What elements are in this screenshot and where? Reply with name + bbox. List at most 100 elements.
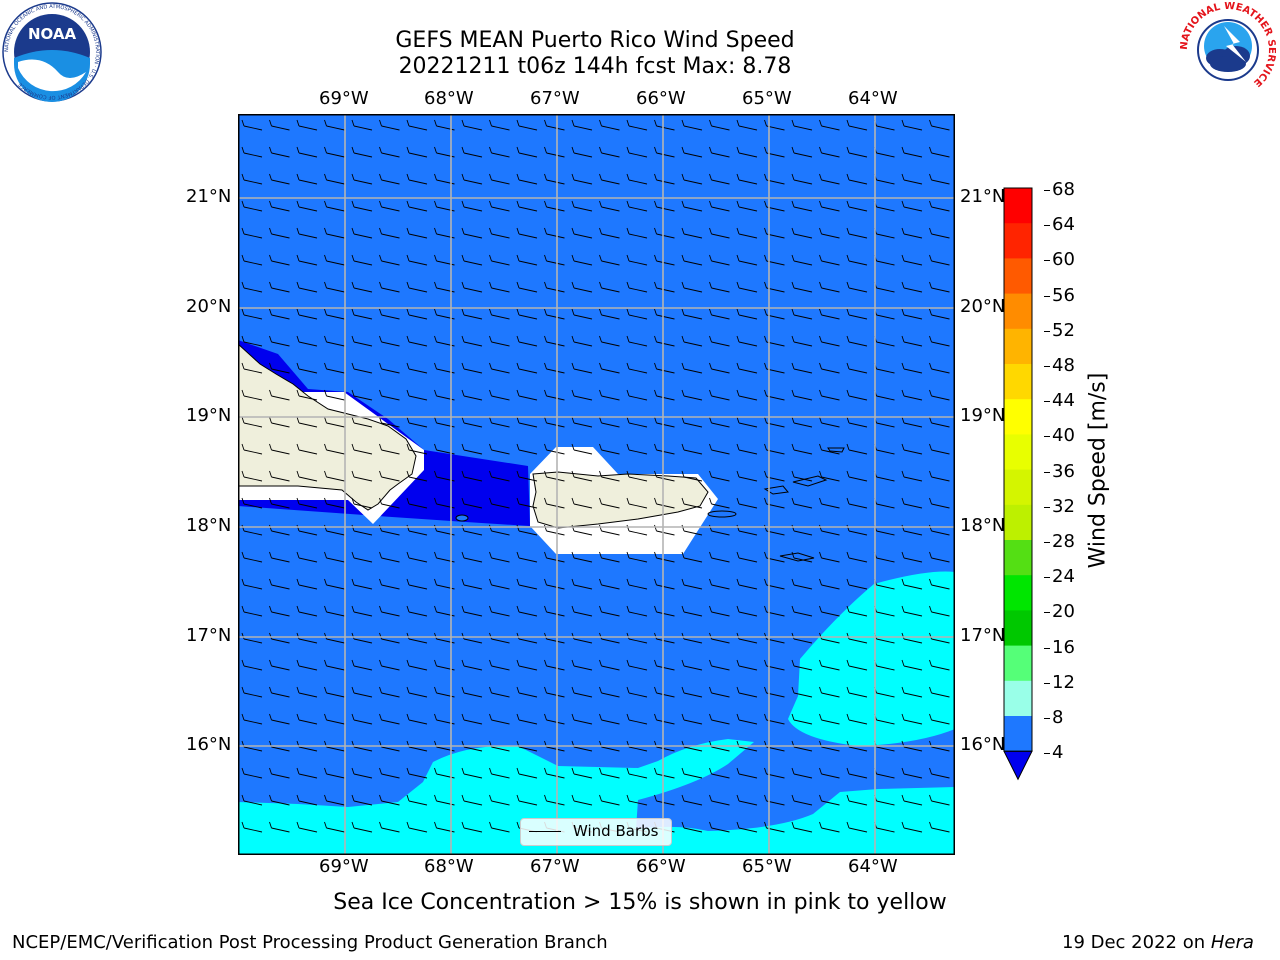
wind-barb — [269, 443, 290, 455]
wind-barb — [544, 146, 565, 158]
wind-barb — [269, 254, 290, 266]
wind-barb — [654, 227, 675, 239]
wind-barb — [324, 632, 345, 644]
wind-barb — [489, 713, 510, 725]
wind-barb — [599, 551, 620, 563]
wind-barb — [241, 227, 263, 239]
wind-barb — [489, 254, 510, 266]
wind-barb — [736, 119, 758, 131]
wind-barb — [406, 443, 428, 455]
wind-barb — [709, 281, 730, 293]
wind-barb — [351, 794, 373, 806]
wind-barb — [736, 389, 758, 401]
colorbar-tick-mark — [1044, 225, 1050, 227]
wind-barb — [516, 173, 538, 185]
wind-barb — [791, 200, 813, 212]
wind-barb — [791, 794, 813, 806]
wind-barb — [736, 524, 758, 536]
wind-barb — [929, 362, 950, 374]
wind-barb — [846, 713, 868, 725]
wind-barb — [571, 254, 593, 266]
colorbar-tick-label: 20 — [1044, 602, 1075, 622]
wind-barb — [241, 767, 263, 779]
lat-label-right-21n: 21°N — [960, 186, 1006, 207]
wind-barb — [379, 173, 400, 185]
wind-barb — [709, 524, 730, 536]
wind-barb — [901, 281, 923, 293]
wind-barb — [736, 362, 758, 374]
wind-barb — [709, 794, 730, 806]
wind-barb — [379, 632, 400, 644]
colorbar-tick-label: 52 — [1044, 320, 1075, 341]
wind-barb — [351, 578, 373, 590]
colorbar-label: Wind Speed [m/s] — [1085, 372, 1111, 569]
wind-barb — [351, 281, 373, 293]
wind-barb — [461, 605, 483, 617]
wind-barb — [241, 821, 263, 833]
wind-barb — [626, 605, 648, 617]
wind-barb — [929, 254, 950, 266]
wind-barb — [599, 173, 620, 185]
wind-barb — [791, 497, 813, 509]
wind-barb — [901, 443, 923, 455]
wind-barb — [516, 200, 538, 212]
wind-barb — [544, 470, 565, 482]
wind-barb — [846, 200, 868, 212]
wind-barb — [406, 497, 428, 509]
wind-barb — [516, 686, 538, 698]
colorbar-tick-mark — [1044, 753, 1050, 755]
wind-barb — [626, 362, 648, 374]
wind-barb — [571, 335, 593, 347]
colorbar-segment — [1004, 680, 1032, 717]
wind-barb — [819, 200, 840, 212]
wind-barb — [846, 794, 868, 806]
wind-barb — [681, 659, 703, 671]
hispaniola-land — [238, 343, 417, 511]
wind-barb — [709, 605, 730, 617]
wind-barb — [379, 497, 400, 509]
wind-barb — [846, 524, 868, 536]
wind-barb — [406, 713, 428, 725]
lon-label-bottom-68w: 68°W — [424, 856, 474, 877]
wind-barb — [819, 308, 840, 320]
colorbar-tick-mark — [1044, 647, 1050, 649]
wind-barb — [901, 470, 923, 482]
wind-barb — [819, 146, 840, 158]
wind-barb — [681, 686, 703, 698]
wind-barb — [846, 281, 868, 293]
wind-barb — [406, 335, 428, 347]
wind-barb — [489, 686, 510, 698]
wind-barb — [241, 389, 263, 401]
wind-barb — [324, 200, 345, 212]
wind-barb — [241, 308, 263, 320]
wind-barb — [654, 551, 675, 563]
wind-barb — [901, 497, 923, 509]
wind-barb — [819, 686, 840, 698]
wind-barb — [269, 821, 290, 833]
wind-barb — [544, 686, 565, 698]
lon-label-bottom-69w: 69°W — [319, 856, 369, 877]
wind-barb — [791, 659, 813, 671]
lon-label-bottom-67w: 67°W — [530, 856, 580, 877]
wind-barb — [626, 524, 648, 536]
wind-barb — [599, 254, 620, 266]
wind-barb — [241, 605, 263, 617]
wind-barb — [489, 659, 510, 671]
wind-barb — [489, 146, 510, 158]
wind-barb — [296, 659, 318, 671]
wind-barb — [654, 119, 675, 131]
colorbar-tick-label: 56 — [1044, 285, 1075, 306]
wind-barb — [681, 281, 703, 293]
wind-barb — [296, 254, 318, 266]
wind-barb — [626, 632, 648, 644]
wind-barb — [406, 551, 428, 563]
wind-barb — [516, 524, 538, 536]
wind-barb — [241, 443, 263, 455]
wind-barb — [736, 713, 758, 725]
colorbar-segment — [1004, 223, 1032, 259]
wind-barb — [901, 335, 923, 347]
wind-barb — [901, 551, 923, 563]
wind-barb — [571, 308, 593, 320]
wind-barb — [241, 659, 263, 671]
wind-barb — [489, 470, 510, 482]
